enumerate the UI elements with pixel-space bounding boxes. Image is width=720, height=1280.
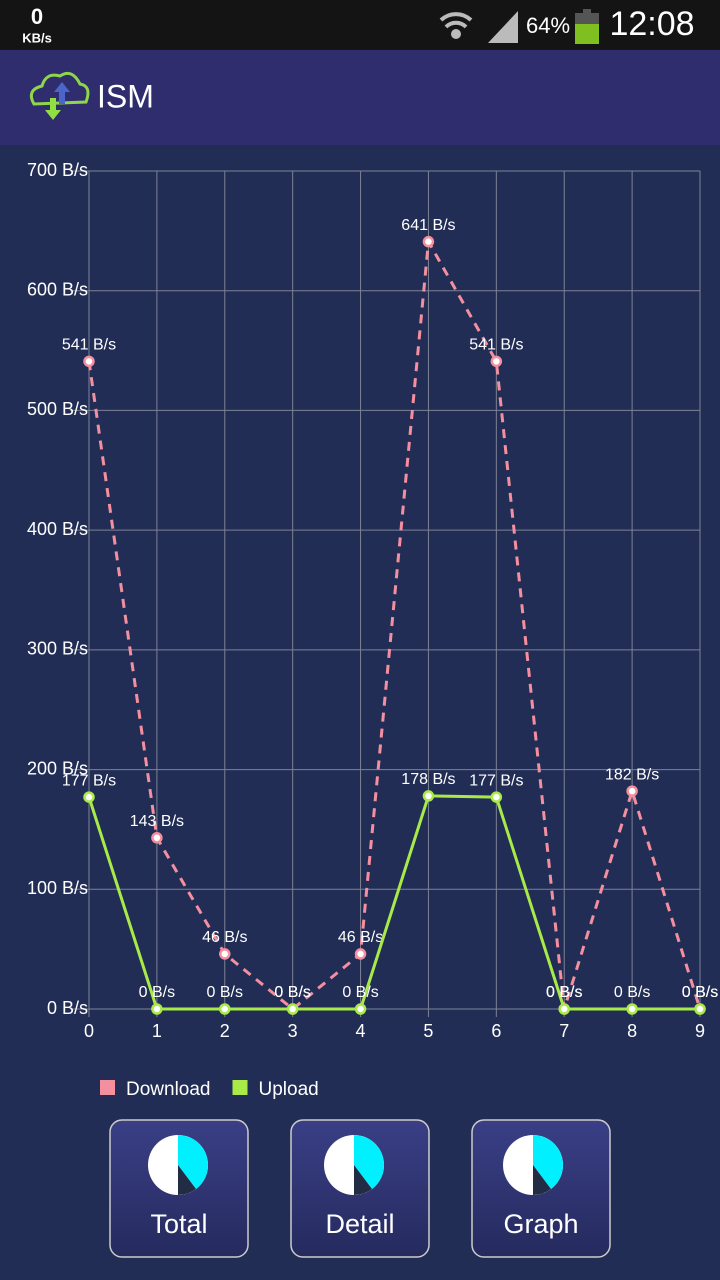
data-label: 0 B/s <box>682 984 718 1001</box>
data-label: 46 B/s <box>202 929 247 946</box>
data-label: 641 B/s <box>401 217 455 234</box>
legend-swatch <box>232 1080 248 1095</box>
data-point <box>151 1003 163 1015</box>
series-line <box>87 794 700 1011</box>
y-tick-label: 700 B/s <box>27 160 88 180</box>
net-speed-unit: KB/s <box>22 30 52 45</box>
data-label: 0 B/s <box>614 984 650 1001</box>
data-point <box>626 785 638 797</box>
y-tick-label: 0 B/s <box>47 998 88 1018</box>
data-label: 143 B/s <box>130 813 184 830</box>
data-point <box>219 948 231 960</box>
x-tick-label: 5 <box>423 1021 433 1041</box>
data-point <box>83 791 95 803</box>
y-tick-label: 400 B/s <box>27 519 88 539</box>
data-point <box>286 1003 299 1015</box>
clock: 12:08 <box>609 5 694 43</box>
data-point <box>490 355 503 368</box>
y-tick-label: 500 B/s <box>27 399 88 419</box>
data-label: 0 B/s <box>546 984 582 1001</box>
status-bar <box>0 0 720 50</box>
data-label: 46 B/s <box>338 929 383 946</box>
battery-level: 64% <box>526 13 570 38</box>
data-point <box>151 832 163 844</box>
y-tick-label: 200 B/s <box>27 758 88 778</box>
data-label: 541 B/s <box>469 337 523 354</box>
series-line <box>87 236 702 1011</box>
signal-icon <box>488 11 518 43</box>
button[interactable]: Graph <box>471 1119 611 1258</box>
data-label: 177 B/s <box>62 772 116 789</box>
button-label[interactable]: Graph <box>503 1209 578 1239</box>
x-tick-label: 7 <box>559 1021 569 1041</box>
data-label: 178 B/s <box>401 771 455 788</box>
data-label: 177 B/s <box>469 772 523 789</box>
app-bar <box>0 50 720 145</box>
x-tick-label: 9 <box>695 1021 705 1041</box>
data-label: 541 B/s <box>62 337 116 354</box>
data-label: 0 B/s <box>546 984 582 1001</box>
data-label: 0 B/s <box>139 984 175 1001</box>
button-icon <box>324 1135 384 1195</box>
x-tick-label: 8 <box>627 1021 637 1041</box>
battery-icon <box>575 9 599 44</box>
data-label: 0 B/s <box>682 984 718 1001</box>
x-tick-label: 1 <box>152 1021 162 1041</box>
x-tick-label: 3 <box>288 1021 298 1041</box>
data-point <box>83 355 95 368</box>
data-point <box>490 791 503 803</box>
data-point <box>626 1003 638 1015</box>
legend-label: Download <box>126 1079 211 1100</box>
button-label[interactable]: Total <box>150 1209 207 1239</box>
app-icon <box>29 71 90 120</box>
net-speed: 0 <box>31 4 43 29</box>
data-label: 0 B/s <box>274 984 310 1001</box>
legend-swatch <box>100 1080 115 1095</box>
data-point <box>694 1003 706 1015</box>
app-title: ISM <box>97 78 154 114</box>
data-label: 0 B/s <box>274 984 310 1001</box>
data-point <box>354 948 367 960</box>
legend-label: Upload <box>259 1079 319 1100</box>
wifi-icon <box>439 12 473 39</box>
x-tick-label: 0 <box>84 1021 94 1041</box>
x-tick-label: 6 <box>491 1021 501 1041</box>
data-label: 0 B/s <box>207 984 243 1001</box>
button[interactable]: Total <box>109 1119 249 1258</box>
data-point <box>219 1003 231 1015</box>
data-point <box>354 1003 367 1015</box>
button-label[interactable]: Detail <box>325 1209 394 1239</box>
data-point <box>558 1003 570 1015</box>
button-icon <box>148 1135 208 1195</box>
x-tick-label: 4 <box>356 1021 366 1041</box>
x-tick-label: 2 <box>220 1021 230 1041</box>
data-point <box>422 235 435 248</box>
data-label: 0 B/s <box>342 984 378 1001</box>
button-icon <box>503 1135 563 1195</box>
data-point <box>422 790 435 802</box>
y-tick-label: 600 B/s <box>27 279 88 299</box>
y-tick-label: 100 B/s <box>27 878 88 898</box>
y-tick-label: 300 B/s <box>27 639 88 659</box>
data-label: 182 B/s <box>605 766 659 783</box>
button[interactable]: Detail <box>290 1119 430 1258</box>
